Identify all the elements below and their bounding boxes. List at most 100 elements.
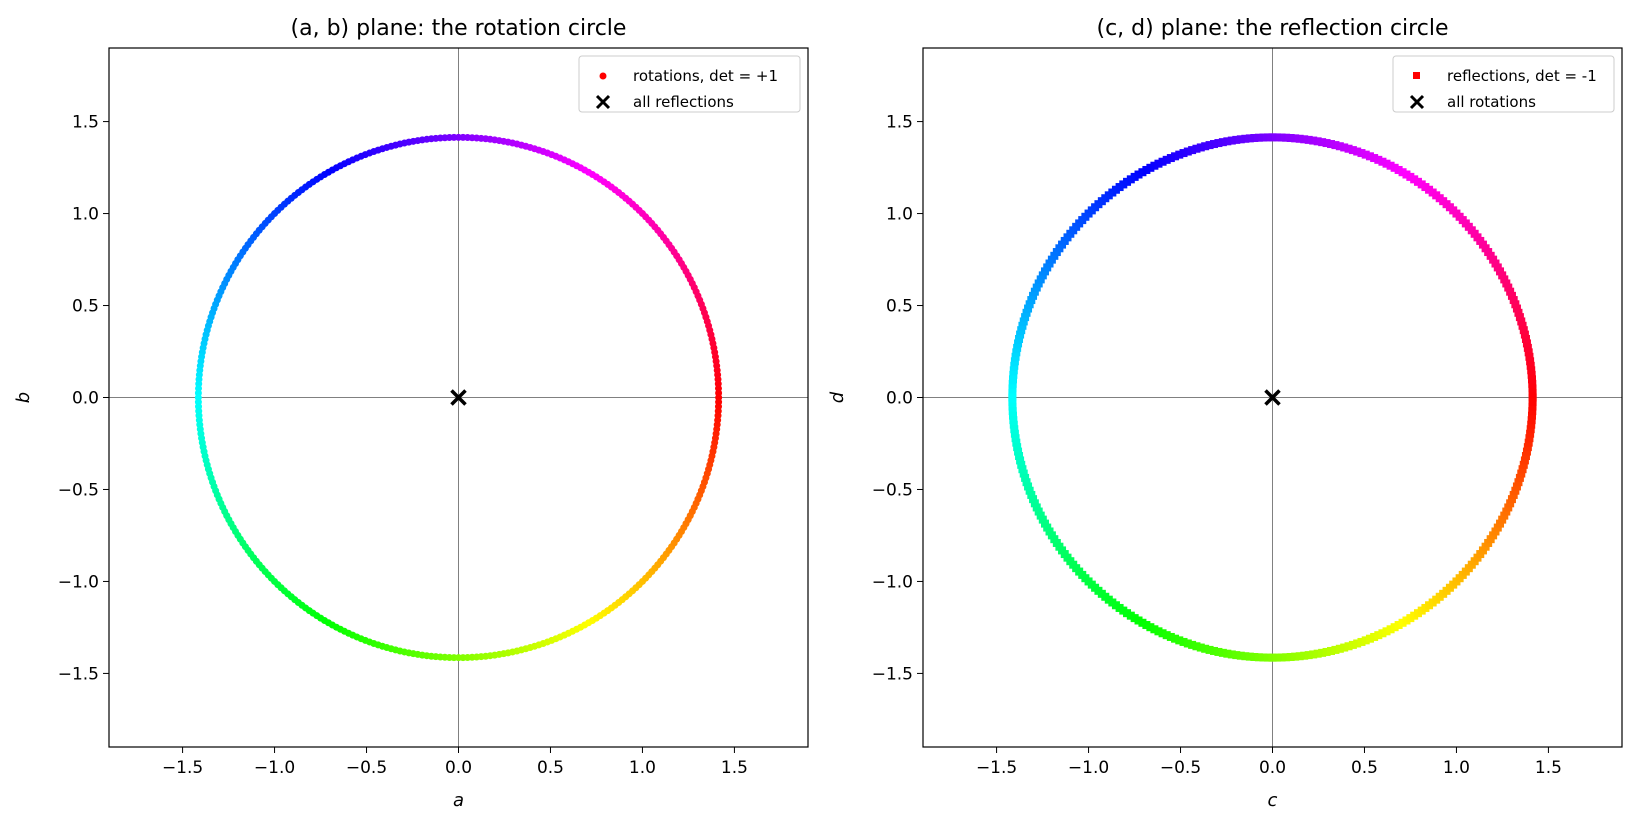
data-point bbox=[1175, 636, 1184, 645]
data-point bbox=[1250, 653, 1259, 662]
data-point bbox=[1245, 134, 1254, 143]
data-point bbox=[1010, 429, 1019, 438]
data-point bbox=[1008, 388, 1017, 397]
y-tick-label: −1.5 bbox=[872, 664, 913, 684]
legend-box bbox=[578, 55, 801, 113]
data-point bbox=[1021, 473, 1030, 482]
data-point bbox=[1295, 652, 1304, 661]
data-point bbox=[1019, 469, 1028, 478]
data-point bbox=[1259, 653, 1268, 662]
data-point bbox=[1183, 147, 1192, 156]
data-point bbox=[1300, 135, 1309, 144]
data-point bbox=[1509, 490, 1518, 499]
data-point bbox=[1520, 456, 1529, 465]
data-point bbox=[1011, 352, 1020, 361]
data-point bbox=[1524, 348, 1533, 357]
data-point bbox=[1353, 147, 1362, 156]
data-point bbox=[1504, 283, 1513, 292]
data-point bbox=[1017, 460, 1026, 469]
data-point bbox=[1517, 469, 1526, 478]
data-point bbox=[1009, 416, 1018, 425]
data-point bbox=[1171, 634, 1180, 643]
data-point bbox=[715, 398, 723, 406]
data-point bbox=[1318, 138, 1327, 147]
data-point bbox=[1528, 407, 1537, 416]
x-marker bbox=[450, 389, 467, 406]
data-point bbox=[1291, 652, 1300, 661]
data-point bbox=[1024, 304, 1033, 313]
data-point bbox=[1528, 411, 1537, 420]
data-point bbox=[1032, 503, 1041, 512]
data-point bbox=[1528, 384, 1537, 393]
data-point bbox=[1382, 627, 1391, 636]
data-point bbox=[1282, 133, 1291, 142]
data-point bbox=[1519, 326, 1528, 335]
data-point bbox=[1378, 157, 1387, 166]
data-point bbox=[1192, 642, 1201, 651]
data-point bbox=[1013, 343, 1022, 352]
data-point bbox=[1527, 366, 1536, 375]
y-tick-label: 0.0 bbox=[886, 389, 913, 409]
data-point bbox=[1524, 438, 1533, 447]
data-point bbox=[1254, 133, 1263, 142]
x-marker bbox=[1264, 389, 1281, 406]
data-point bbox=[1335, 644, 1344, 653]
data-point bbox=[1353, 639, 1362, 648]
data-point bbox=[1304, 651, 1313, 660]
data-point bbox=[1515, 313, 1524, 322]
data-point bbox=[1227, 650, 1236, 659]
data-point bbox=[1527, 370, 1536, 379]
data-point bbox=[1526, 429, 1535, 438]
data-point bbox=[1022, 308, 1031, 317]
data-point bbox=[1502, 507, 1511, 516]
y-tick-label: 0.0 bbox=[72, 389, 99, 409]
data-point bbox=[1209, 646, 1218, 655]
data-point bbox=[1517, 317, 1526, 326]
y-tick-label: −1.0 bbox=[872, 572, 913, 592]
data-point bbox=[1036, 275, 1045, 284]
data-point bbox=[1378, 629, 1387, 638]
legend-label: rotations, det = +1 bbox=[633, 67, 778, 85]
data-point bbox=[1008, 379, 1017, 388]
x-tick-label: 1.5 bbox=[1535, 758, 1562, 778]
data-point bbox=[1527, 416, 1536, 425]
x-tick-label: 1.0 bbox=[1443, 758, 1470, 778]
data-point bbox=[1521, 334, 1530, 343]
data-point bbox=[1526, 361, 1535, 370]
data-point bbox=[1523, 443, 1532, 452]
legend-label: reflections, det = -1 bbox=[1447, 67, 1597, 85]
data-point bbox=[1201, 142, 1210, 151]
data-point bbox=[1150, 625, 1159, 634]
data-point bbox=[1183, 639, 1192, 648]
data-point bbox=[1340, 143, 1349, 152]
data-point bbox=[1361, 636, 1370, 645]
data-point bbox=[1528, 402, 1537, 411]
x-tick-label: 0.5 bbox=[537, 758, 564, 778]
data-point bbox=[1498, 515, 1507, 524]
y-tick-label: −1.0 bbox=[58, 572, 99, 592]
data-point bbox=[1009, 370, 1018, 379]
data-point bbox=[1029, 291, 1038, 300]
data-point bbox=[1175, 150, 1184, 159]
legend-marker-dot bbox=[599, 72, 607, 80]
data-point bbox=[1158, 157, 1167, 166]
data-point bbox=[1374, 155, 1383, 164]
data-point bbox=[1286, 133, 1295, 142]
y-tick-label: 1.0 bbox=[72, 205, 99, 225]
data-point bbox=[1008, 393, 1017, 402]
data-point bbox=[1322, 647, 1331, 656]
data-point bbox=[1370, 632, 1379, 641]
data-point bbox=[1527, 420, 1536, 429]
data-point bbox=[1519, 460, 1528, 469]
data-point bbox=[1286, 653, 1295, 662]
data-point bbox=[1273, 653, 1282, 662]
y-tick-label: 0.5 bbox=[72, 297, 99, 317]
data-point bbox=[1171, 152, 1180, 161]
data-point bbox=[1205, 645, 1214, 654]
data-point bbox=[1348, 640, 1357, 649]
data-point bbox=[1018, 321, 1027, 330]
data-point bbox=[1154, 159, 1163, 168]
data-point bbox=[1390, 163, 1399, 172]
data-point bbox=[1011, 434, 1020, 443]
